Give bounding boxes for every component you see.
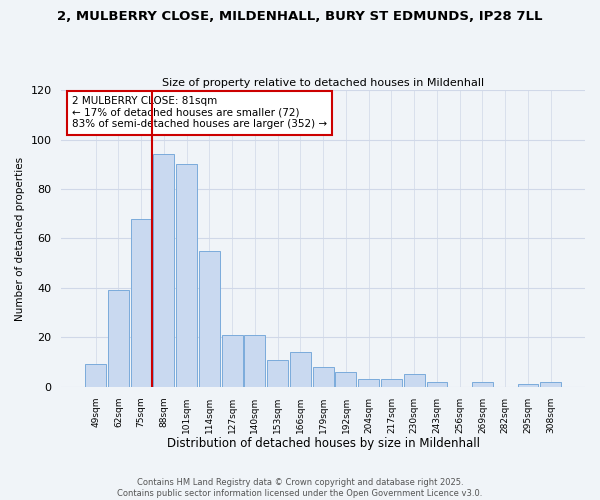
Y-axis label: Number of detached properties: Number of detached properties (15, 156, 25, 320)
Text: Contains HM Land Registry data © Crown copyright and database right 2025.
Contai: Contains HM Land Registry data © Crown c… (118, 478, 482, 498)
Bar (518, 384, 538, 386)
Bar (222, 335, 242, 386)
Bar (472, 382, 493, 386)
Bar (108, 290, 129, 386)
Bar (199, 251, 220, 386)
Title: Size of property relative to detached houses in Mildenhall: Size of property relative to detached ho… (162, 78, 484, 88)
Bar (381, 380, 402, 386)
Bar (244, 335, 265, 386)
Text: 2, MULBERRY CLOSE, MILDENHALL, BURY ST EDMUNDS, IP28 7LL: 2, MULBERRY CLOSE, MILDENHALL, BURY ST E… (57, 10, 543, 23)
Bar (358, 380, 379, 386)
Bar (290, 352, 311, 386)
Bar (131, 218, 152, 386)
Bar (85, 364, 106, 386)
Bar (176, 164, 197, 386)
Bar (427, 382, 448, 386)
Bar (154, 154, 175, 386)
Bar (404, 374, 425, 386)
X-axis label: Distribution of detached houses by size in Mildenhall: Distribution of detached houses by size … (167, 437, 480, 450)
Bar (267, 360, 288, 386)
Text: 2 MULBERRY CLOSE: 81sqm
← 17% of detached houses are smaller (72)
83% of semi-de: 2 MULBERRY CLOSE: 81sqm ← 17% of detache… (72, 96, 327, 130)
Bar (335, 372, 356, 386)
Bar (540, 382, 561, 386)
Bar (313, 367, 334, 386)
